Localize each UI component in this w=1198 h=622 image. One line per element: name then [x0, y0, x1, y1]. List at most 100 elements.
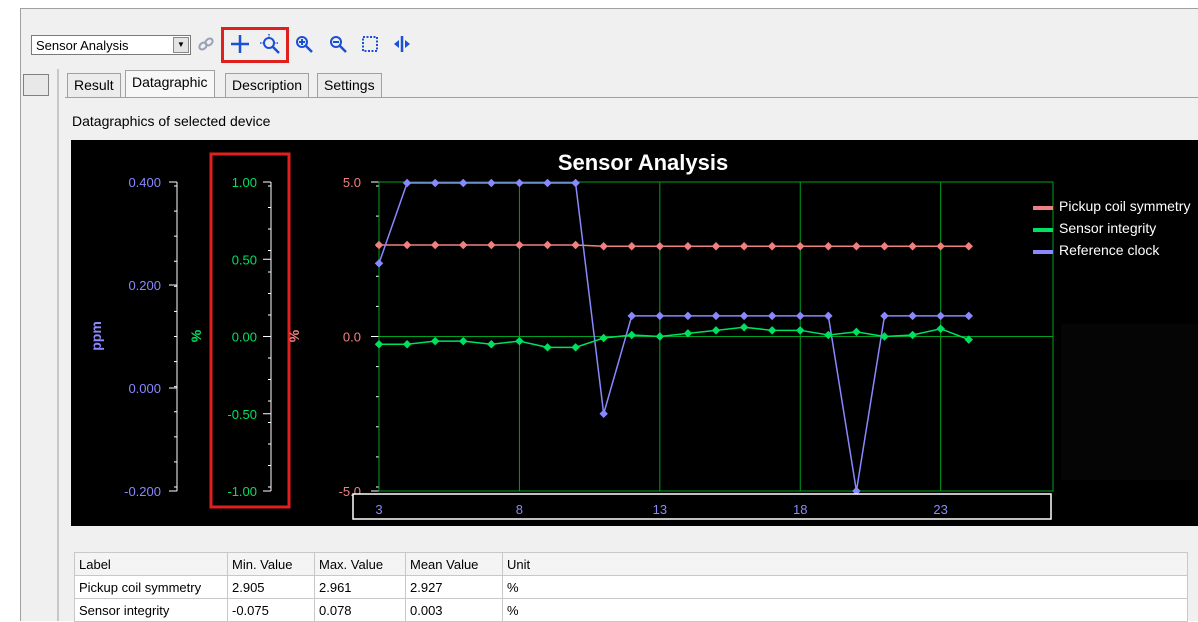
data-point[interactable]	[374, 240, 384, 250]
data-point[interactable]	[908, 242, 917, 251]
data-point[interactable]	[711, 242, 721, 251]
data-point[interactable]	[459, 240, 468, 250]
column-header-max[interactable]: Max. Value	[314, 552, 406, 576]
data-point[interactable]	[964, 311, 973, 321]
data-point[interactable]	[655, 332, 665, 341]
x-axis-scrollbar[interactable]	[352, 493, 1052, 520]
data-point[interactable]	[515, 240, 524, 250]
cell-mean: 0.003	[405, 598, 503, 622]
cell-label: Sensor integrity	[74, 598, 228, 622]
data-point[interactable]	[402, 178, 412, 188]
data-point[interactable]	[739, 311, 749, 321]
data-point[interactable]	[711, 311, 721, 321]
link-button[interactable]	[195, 33, 217, 55]
data-point[interactable]	[571, 343, 580, 352]
data-point[interactable]	[683, 311, 693, 321]
column-header-min[interactable]: Min. Value	[227, 552, 315, 576]
data-point[interactable]	[796, 311, 805, 321]
column-header-mean[interactable]: Mean Value	[405, 552, 503, 576]
data-point[interactable]	[655, 311, 665, 321]
data-point[interactable]	[543, 178, 552, 188]
pct-red-tick-label: 0.0	[343, 330, 361, 345]
data-point[interactable]	[599, 242, 608, 251]
data-point[interactable]	[936, 324, 945, 334]
data-point[interactable]	[599, 409, 608, 418]
pan-button[interactable]	[229, 33, 251, 55]
series-line-sensor-integrity	[379, 326, 970, 349]
tab-datagraphic[interactable]: Datagraphic	[125, 70, 215, 97]
data-point[interactable]	[374, 339, 384, 349]
auto-zoom-button[interactable]	[259, 33, 281, 55]
data-point[interactable]	[627, 330, 636, 340]
legend-entry[interactable]: Reference clock	[1059, 242, 1160, 258]
data-point[interactable]	[880, 242, 889, 251]
data-point[interactable]	[908, 330, 917, 340]
zoom-out-button[interactable]	[327, 33, 349, 55]
data-point[interactable]	[852, 242, 861, 251]
cursor-split-button[interactable]	[391, 33, 413, 55]
table-row[interactable]: Sensor integrity -0.075 0.078 0.003 %	[74, 598, 1188, 622]
tab-result[interactable]: Result	[67, 73, 121, 97]
data-point[interactable]	[543, 240, 552, 250]
data-point[interactable]	[627, 242, 636, 251]
data-point[interactable]	[655, 242, 665, 251]
data-point[interactable]	[852, 327, 861, 337]
data-point[interactable]	[430, 178, 440, 188]
data-point[interactable]	[908, 311, 917, 321]
x-tick-label: 18	[793, 502, 807, 517]
sensor-analysis-chart[interactable]: Sensor Analysis ppm 0.400 0.200 0.000 -0.20…	[71, 140, 1198, 526]
tab-settings[interactable]: Settings	[317, 73, 382, 97]
legend-entry[interactable]: Sensor integrity	[1059, 220, 1156, 236]
statistics-table: Label Min. Value Max. Value Mean Value U…	[74, 552, 1188, 622]
data-point[interactable]	[767, 311, 777, 321]
data-point[interactable]	[402, 339, 412, 349]
data-point[interactable]	[824, 311, 833, 321]
tab-description[interactable]: Description	[225, 73, 310, 97]
data-point[interactable]	[767, 326, 777, 335]
data-point[interactable]	[571, 178, 580, 188]
data-point[interactable]	[796, 326, 805, 335]
x-tick-label: 3	[375, 502, 382, 517]
pct-green-axis-label: %	[188, 329, 204, 342]
side-panel-button[interactable]	[23, 74, 49, 96]
column-header-unit[interactable]: Unit	[502, 552, 1188, 576]
data-point[interactable]	[599, 333, 608, 343]
legend-entry[interactable]: Pickup coil symmetry	[1059, 198, 1190, 214]
zoom-box-button[interactable]	[359, 33, 381, 55]
data-point[interactable]	[936, 311, 945, 321]
data-point[interactable]	[683, 329, 693, 338]
data-point[interactable]	[739, 242, 749, 251]
data-point[interactable]	[487, 240, 496, 250]
splitter[interactable]	[57, 69, 59, 621]
data-point[interactable]	[487, 178, 496, 188]
data-point[interactable]	[880, 332, 889, 341]
data-point[interactable]	[767, 242, 777, 251]
data-point[interactable]	[627, 311, 636, 321]
zoom-in-button[interactable]	[293, 33, 315, 55]
data-point[interactable]	[711, 326, 721, 335]
data-point[interactable]	[515, 178, 524, 188]
chevron-down-icon[interactable]: ▼	[173, 37, 189, 53]
data-point[interactable]	[964, 335, 973, 344]
data-point[interactable]	[374, 259, 384, 268]
data-point[interactable]	[739, 322, 749, 332]
data-point[interactable]	[543, 343, 552, 352]
data-point[interactable]	[430, 336, 440, 346]
data-point[interactable]	[459, 336, 468, 346]
data-point[interactable]	[459, 178, 468, 188]
data-point[interactable]	[515, 336, 524, 346]
data-point[interactable]	[487, 339, 496, 349]
table-row[interactable]: Pickup coil symmetry 2.905 2.961 2.927 %	[74, 575, 1188, 599]
data-point[interactable]	[402, 240, 412, 250]
data-point[interactable]	[430, 240, 440, 250]
data-point[interactable]	[824, 242, 833, 251]
view-selector[interactable]: Sensor Analysis ▼	[31, 35, 191, 55]
data-point[interactable]	[936, 242, 945, 251]
data-point[interactable]	[683, 242, 693, 251]
data-point[interactable]	[964, 242, 973, 251]
data-point[interactable]	[796, 242, 805, 251]
data-point[interactable]	[852, 486, 861, 496]
column-header-label[interactable]: Label	[74, 552, 228, 576]
data-point[interactable]	[571, 240, 580, 250]
data-point[interactable]	[880, 311, 889, 321]
